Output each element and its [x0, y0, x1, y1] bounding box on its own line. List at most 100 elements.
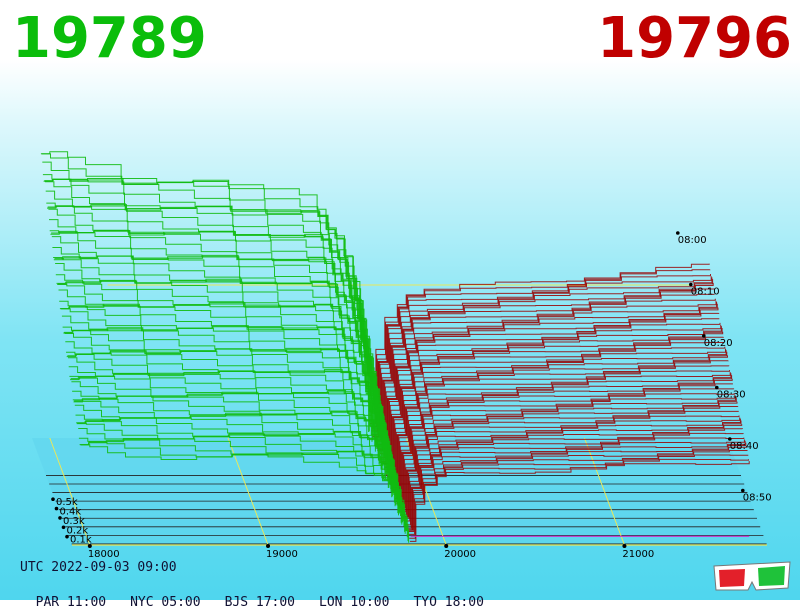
bid-depth-line [50, 230, 379, 458]
ask-depth-line [371, 274, 711, 432]
ask-depth-line [391, 373, 732, 491]
ask-depth-line [384, 342, 725, 468]
ask-depth-line [370, 269, 711, 427]
y-tick-dot [51, 497, 55, 502]
bid-depth-line [70, 375, 399, 514]
ask-depth-line [376, 300, 717, 449]
x-tick-dot [87, 544, 92, 548]
clock-tyo: TYO 18:00 [413, 595, 484, 610]
ask-depth-line [371, 276, 712, 436]
ask-depth-line [407, 446, 747, 531]
best-ask-price: 19796 [597, 6, 792, 71]
x-tick-dot [444, 544, 449, 548]
bid-depth-line [42, 174, 372, 428]
ask-depth-line [374, 288, 715, 438]
clock-lon: LON 10:00 [319, 595, 390, 610]
bid-depth-line [79, 439, 408, 538]
clock-par: PAR 11:00 [35, 595, 107, 610]
ask-depth-line [377, 302, 718, 451]
ask-depth-line [398, 406, 739, 506]
y-tick-label: 0.3k [63, 516, 85, 527]
bid-depth-line [67, 354, 396, 507]
ask-depth-line [397, 398, 737, 504]
ask-depth-line [383, 331, 724, 464]
time-tick-dot [741, 488, 745, 493]
time-tick-label: 08:30 [717, 390, 746, 401]
y-tick-label: 0.4k [60, 507, 82, 518]
ask-depth-line [402, 424, 743, 518]
price-grid-line [227, 437, 269, 546]
y-tick-label: 0.5k [56, 497, 78, 508]
time-tick-label: 08:40 [730, 441, 759, 452]
ask-depth-line [389, 365, 730, 482]
ask-depth-line [378, 303, 718, 451]
x-tick-label: 20000 [444, 549, 476, 560]
ask-depth-line [375, 293, 715, 441]
ask-depth-line [372, 277, 713, 438]
time-tick-dot [676, 231, 680, 235]
y-tick-dot [54, 506, 59, 511]
axes: 18000 19000 20000 21000 0.1k0.2k0.3k0.4k0.5k… [51, 231, 772, 560]
clock-bjs: BJS 17:00 [224, 595, 296, 610]
ask-depth-line [396, 396, 737, 504]
bid-depth-line [70, 377, 399, 516]
world-clocks: PAR 11:00 NYC 05:00 BJS 17:00 LON 10:00 TYO … [20, 580, 508, 610]
ask-depth-line [407, 450, 748, 532]
ask-depth-line [373, 282, 714, 437]
x-tick-label: 19000 [266, 549, 298, 560]
ask-depth-line [399, 415, 740, 513]
time-tick-dot [728, 437, 732, 441]
ask-depth-line [388, 355, 728, 478]
ask-depth-line [382, 328, 723, 464]
bid-depth-line [40, 151, 370, 432]
ask-depth-line [401, 420, 742, 518]
y-tick-label: 0.1k [70, 535, 92, 546]
bid-depth-line [74, 400, 403, 525]
x-tick-dot [622, 544, 627, 548]
ask-depth-line [382, 326, 722, 464]
ask-depth-line [380, 322, 721, 459]
ask-depth-line [386, 349, 727, 478]
ask-depth-line [408, 454, 749, 535]
ask-depth-line [385, 346, 726, 472]
ask-depth-line [397, 401, 738, 504]
ask-depth-line [405, 439, 745, 529]
bid-depth-line [41, 153, 370, 432]
time-tick-dot [702, 334, 706, 338]
ask-depth-line [404, 437, 745, 526]
ask-depth-line [376, 298, 716, 445]
ask-depth-line [386, 348, 726, 476]
ask-depth-line [400, 417, 741, 516]
3d-glasses-icon[interactable] [712, 558, 792, 594]
clock-nyc: NYC 05:00 [130, 595, 201, 610]
y-tick-dot [61, 525, 66, 530]
time-tick-dot [689, 282, 693, 287]
best-bid-price: 19789 [12, 6, 207, 71]
bid-depth-line [80, 441, 409, 541]
price-grid-line [49, 437, 91, 546]
ask-depth-line [378, 307, 719, 451]
bid-depth-line [77, 422, 406, 534]
ask-depth-line [380, 318, 720, 455]
ask-depth-line [369, 263, 710, 424]
bid-depth-line [55, 263, 384, 466]
ask-depth-line [392, 378, 733, 491]
ask-depth-line [409, 458, 749, 539]
bid-depth-line [80, 444, 410, 543]
depth-slices [40, 151, 750, 543]
ask-depth-line [379, 312, 720, 452]
ask-depth-line [373, 279, 714, 438]
ask-depth-line [381, 325, 722, 463]
ask-depth-line [388, 360, 729, 479]
ask-depth-line [393, 383, 733, 492]
bid-depth-line [64, 330, 393, 498]
y-tick-label: 0.2k [67, 525, 89, 536]
ask-depth-line [387, 351, 728, 478]
time-tick-dot [715, 385, 719, 390]
ask-depth-line [399, 410, 739, 509]
ask-depth-line [395, 395, 736, 503]
utc-time: UTC 2022-09-03 09:00 [20, 560, 177, 575]
time-tick-label: 08:10 [691, 287, 720, 298]
time-tick-label: 08:20 [704, 338, 733, 349]
